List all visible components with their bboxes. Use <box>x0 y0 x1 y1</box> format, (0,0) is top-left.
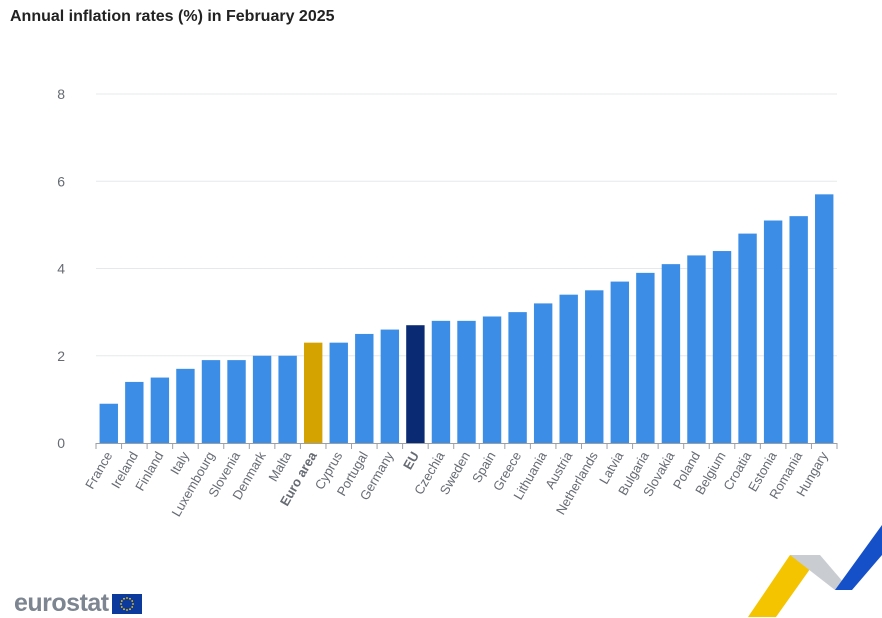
bar-croatia[interactable] <box>738 233 757 443</box>
bar-ireland[interactable] <box>125 381 144 443</box>
bar-slovenia[interactable] <box>227 360 246 443</box>
bar-austria[interactable] <box>559 294 578 443</box>
bar-spain[interactable] <box>482 316 502 443</box>
bar-euro-area[interactable] <box>303 342 323 443</box>
eurostat-logo: eurostat <box>14 589 142 618</box>
bar-estonia[interactable] <box>763 220 783 443</box>
bar-poland[interactable] <box>687 255 706 443</box>
y-tick-label: 4 <box>57 261 65 277</box>
bar-netherlands[interactable] <box>585 290 604 443</box>
bar-cyprus[interactable] <box>329 342 348 443</box>
bar-malta[interactable] <box>278 355 297 443</box>
bar-lithuania[interactable] <box>533 303 553 443</box>
y-tick-label: 8 <box>57 86 65 102</box>
bar-czechia[interactable] <box>431 320 451 443</box>
x-tick-label: Italy <box>167 449 192 478</box>
eurostat-corner-graphic <box>748 525 882 617</box>
eurostat-logo-text: eurostat <box>14 589 109 617</box>
y-axis-ticks: 0 2 4 6 8 <box>57 86 65 451</box>
bar-france[interactable] <box>99 403 118 443</box>
bar-belgium[interactable] <box>712 251 732 443</box>
y-tick-label: 0 <box>57 435 65 451</box>
bar-portugal[interactable] <box>355 333 374 443</box>
x-tick-label: EU <box>400 449 422 472</box>
bar-hungary[interactable] <box>815 194 834 443</box>
chart-title: Annual inflation rates (%) in February 2… <box>10 8 335 25</box>
bar-greece[interactable] <box>508 312 527 443</box>
eu-flag-icon <box>111 593 142 614</box>
bar-italy[interactable] <box>176 368 195 443</box>
bar-luxembourg[interactable] <box>201 360 221 443</box>
y-tick-label: 6 <box>57 173 65 189</box>
bar-romania[interactable] <box>789 216 808 443</box>
bar-slovakia[interactable] <box>661 264 681 443</box>
bar-bulgaria[interactable] <box>636 272 655 443</box>
bar-germany[interactable] <box>380 329 400 443</box>
bar-finland[interactable] <box>150 377 170 443</box>
y-tick-label: 2 <box>57 348 65 364</box>
bars <box>99 194 834 443</box>
bar-eu[interactable] <box>406 325 425 443</box>
bar-latvia[interactable] <box>610 281 630 443</box>
bar-denmark[interactable] <box>252 355 272 443</box>
bar-sweden[interactable] <box>457 320 476 443</box>
